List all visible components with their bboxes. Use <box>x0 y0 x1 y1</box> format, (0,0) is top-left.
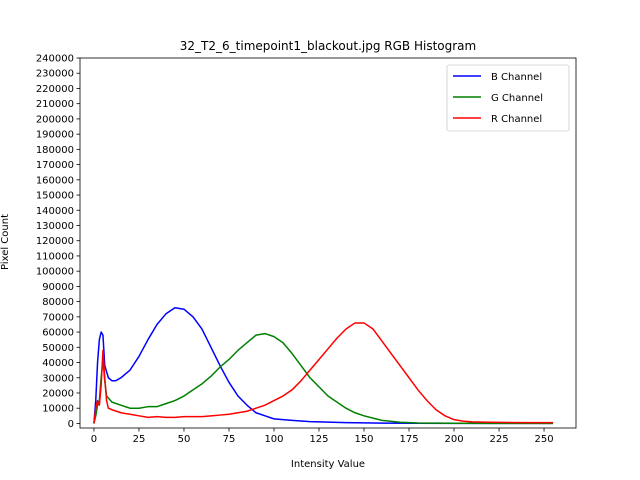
x-tick-label: 100 <box>264 434 283 445</box>
x-tick-label: 250 <box>534 434 553 445</box>
legend-label-1: B Channel <box>491 72 542 83</box>
y-tick-label: 230000 <box>36 69 74 80</box>
y-tick-label: 210000 <box>36 99 74 110</box>
legend-label-3: R Channel <box>491 114 542 125</box>
x-tick-label: 125 <box>309 434 328 445</box>
x-tick-label: 225 <box>489 434 508 445</box>
series-line-3 <box>93 322 554 424</box>
series-line-2 <box>93 332 554 425</box>
x-tick-label: 200 <box>444 434 463 445</box>
y-tick-label: 240000 <box>36 54 74 65</box>
y-tick-label: 190000 <box>36 130 74 141</box>
y-tick-label: 120000 <box>36 236 74 247</box>
series-layer <box>93 306 554 425</box>
x-tick-label: 75 <box>223 434 236 445</box>
y-tick-label: 200000 <box>36 114 74 125</box>
y-tick-label: 30000 <box>42 373 74 384</box>
y-tick-label: 150000 <box>36 191 74 202</box>
y-tick-label: 180000 <box>36 145 74 156</box>
y-tick-label: 70000 <box>42 312 74 323</box>
x-tick-label: 0 <box>91 434 97 445</box>
y-tick-label: 160000 <box>36 175 74 186</box>
y-tick-label: 90000 <box>42 282 74 293</box>
x-axis-label: Intensity Value <box>291 459 365 470</box>
x-tick-label: 150 <box>354 434 373 445</box>
y-tick-label: 110000 <box>36 251 74 262</box>
x-tick-label: 25 <box>133 434 146 445</box>
series-line-1 <box>93 306 554 425</box>
y-tick-label: 80000 <box>42 297 74 308</box>
x-axis-ticks: 0 25 50 75 100 125 150 175 200 225 250 <box>91 428 554 445</box>
x-tick-label: 175 <box>399 434 418 445</box>
legend-label-2: G Channel <box>491 93 543 104</box>
y-tick-label: 170000 <box>36 160 74 171</box>
y-tick-label: 10000 <box>42 404 74 415</box>
y-tick-label: 130000 <box>36 221 74 232</box>
y-tick-label: 60000 <box>42 328 74 339</box>
y-axis-label: Pixel Count <box>0 214 11 270</box>
x-tick-label: 50 <box>178 434 191 445</box>
y-tick-label: 220000 <box>36 84 74 95</box>
y-tick-label: 100000 <box>36 267 74 278</box>
y-axis-ticks: 0 10000 20000 30000 40000 50000 60000 70000 8000… <box>36 54 80 430</box>
y-tick-label: 40000 <box>42 358 74 369</box>
y-tick-label: 140000 <box>36 206 74 217</box>
y-tick-label: 0 <box>68 419 74 430</box>
y-tick-label: 50000 <box>42 343 74 354</box>
legend: B Channel G Channel R Channel <box>446 64 570 132</box>
legend-box <box>446 64 570 132</box>
y-tick-label: 20000 <box>42 388 74 399</box>
plot-frame <box>79 57 577 429</box>
chart-title: 32_T2_6_timepoint1_blackout.jpg RGB Hist… <box>180 39 476 53</box>
